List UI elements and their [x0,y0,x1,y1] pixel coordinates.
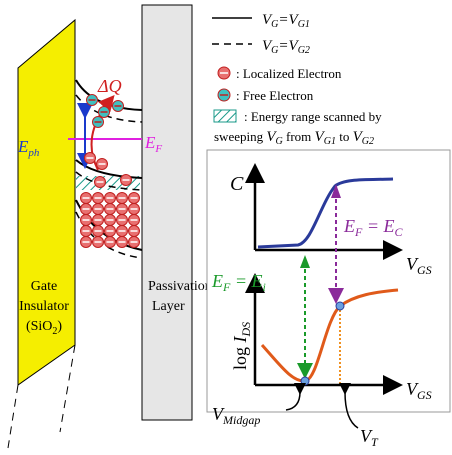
ei-label: EF = Ei [211,271,266,294]
passivation-label: Layer [152,299,185,314]
legend-text: : Localized Electron [236,66,342,81]
legend-text: sweeping VG from VG1 to VG2 [214,129,374,147]
point [336,302,344,310]
legend-text: : Free Electron [236,88,314,103]
gate-label: Insulator [19,299,69,314]
dashed-edge [8,385,18,448]
gate-label: Gate [31,279,57,294]
point [301,377,309,385]
dashed-edge [60,345,75,432]
passivation-label: Passivation [148,279,212,294]
diagram: Gate Insulator (SiO2) Passivation Layer … [0,0,452,455]
vt-label: VT [360,426,379,449]
legend-hatch [214,110,236,122]
legend-text: : Energy range scanned by [244,109,382,124]
legend-text: VG=VG1 [262,12,310,30]
c-axis-label: C [230,173,244,195]
legend-text: VG=VG2 [262,38,310,56]
passivation-layer [142,5,192,420]
delta-q-label: ΔQ [97,76,122,96]
ec-label: EF = EC [343,216,404,239]
